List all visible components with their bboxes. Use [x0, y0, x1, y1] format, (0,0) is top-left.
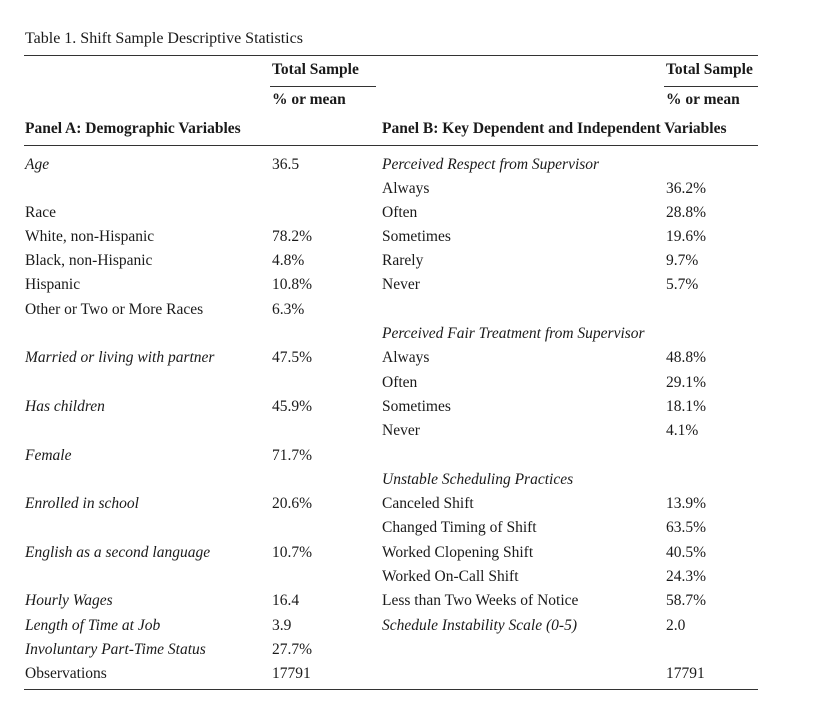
panel-b-value: 40.5% [666, 544, 707, 561]
panel-b-value: 29.1% [666, 374, 707, 391]
panel-a-label: Hourly Wages [25, 592, 113, 609]
panel-b-value: 58.7% [666, 592, 707, 609]
panel-a-value: 10.7% [272, 544, 313, 561]
panel-a-value: 6.3% [272, 301, 305, 318]
panel-a-value: 71.7% [272, 447, 313, 464]
panel-a-label: Married or living with partner [25, 349, 215, 366]
panel-b-label: Schedule Instability Scale (0-5) [382, 617, 577, 634]
panel-a-value: 20.6% [272, 495, 313, 512]
panel-a-label: Observations [25, 665, 107, 682]
panel-b-label: Always [382, 180, 430, 197]
panel-a-label: Length of Time at Job [25, 617, 161, 634]
panel-b-label: Always [382, 349, 430, 366]
panel-a-value: 17791 [272, 665, 311, 682]
panel-a-value: 45.9% [272, 398, 313, 415]
panel-b-value: 48.8% [666, 349, 707, 366]
panel-a-label: Black, non-Hispanic [25, 252, 153, 269]
panel-bottom-rule [24, 145, 758, 146]
panel-b-label: Often [382, 204, 418, 221]
right-subheader-rule [664, 86, 758, 87]
panel-b-value: 5.7% [666, 276, 699, 293]
panel-a-value: 4.8% [272, 252, 305, 269]
panel-b-value: 36.2% [666, 180, 707, 197]
panel-b-section-label: Unstable Scheduling Practices [382, 471, 574, 488]
panel-a-label: White, non-Hispanic [25, 228, 155, 245]
panel-a-value: 47.5% [272, 349, 313, 366]
panel-a-value: 3.9 [272, 617, 292, 634]
panel-b-section-label: Perceived Fair Treatment from Supervisor [382, 325, 645, 342]
panel-b-section-label: Perceived Respect from Supervisor [382, 156, 600, 173]
panel-b-label: Never [382, 276, 420, 293]
panel-a-label: Has children [25, 398, 105, 415]
panel-a-title: Panel A: Demographic Variables [25, 120, 241, 137]
panel-b-value: 2.0 [666, 617, 686, 634]
panel-b-label: Worked Clopening Shift [382, 544, 534, 561]
panel-b-label: Sometimes [382, 398, 451, 415]
panel-a-label: Enrolled in school [25, 495, 139, 512]
panel-a-value: 78.2% [272, 228, 313, 245]
panel-b-value: 63.5% [666, 519, 707, 536]
panel-b-label: Worked On-Call Shift [382, 568, 519, 585]
pct-or-mean-header-right: % or mean [666, 91, 740, 108]
panel-a-label: Hispanic [25, 276, 81, 293]
panel-b-value: 19.6% [666, 228, 707, 245]
pct-or-mean-header-left: % or mean [272, 91, 346, 108]
panel-b-label: Rarely [382, 252, 424, 269]
panel-b-value: 24.3% [666, 568, 707, 585]
panel-b-title: Panel B: Key Dependent and Independent V… [382, 120, 727, 137]
panel-b-value: 9.7% [666, 252, 699, 269]
panel-a-label: Other or Two or More Races [25, 301, 204, 318]
panel-b-value: 28.8% [666, 204, 707, 221]
panel-b-label: Less than Two Weeks of Notice [382, 592, 579, 609]
panel-b-observations-value: 17791 [666, 665, 705, 682]
panel-b-label: Often [382, 374, 418, 391]
panel-b-label: Changed Timing of Shift [382, 519, 537, 536]
panel-a-label: Female [25, 447, 72, 464]
panel-a-value: 16.4 [272, 592, 300, 609]
panel-b-label: Never [382, 422, 420, 439]
panel-b-value: 4.1% [666, 422, 699, 439]
bottom-rule [24, 689, 758, 690]
panel-a-label: Involuntary Part-Time Status [25, 641, 206, 658]
top-rule [24, 55, 758, 56]
panel-b-value: 13.9% [666, 495, 707, 512]
panel-a-value: 27.7% [272, 641, 313, 658]
panel-b-value: 18.1% [666, 398, 707, 415]
panel-a-label: Age [25, 156, 50, 173]
total-sample-header-right: Total Sample [666, 61, 753, 78]
total-sample-header-left: Total Sample [272, 61, 359, 78]
left-subheader-rule [270, 86, 376, 87]
panel-a-label: English as a second language [25, 544, 211, 561]
panel-b-label: Sometimes [382, 228, 451, 245]
panel-b-label: Canceled Shift [382, 495, 474, 512]
panel-a-value: 36.5 [272, 156, 300, 173]
panel-a-label: Race [25, 204, 56, 221]
table-caption: Table 1. Shift Sample Descriptive Statis… [25, 30, 303, 47]
panel-a-value: 10.8% [272, 276, 313, 293]
